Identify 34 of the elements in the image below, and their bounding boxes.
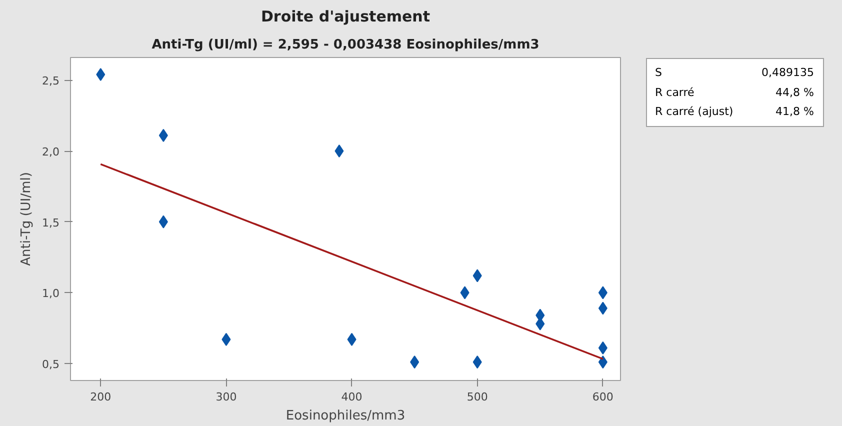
point [598, 286, 608, 300]
x-tick-label: 500 [466, 390, 488, 404]
text: 44,8 % [774, 84, 815, 101]
y-tick-label: 2,5 [42, 74, 60, 88]
chart-subtitle: Anti-Tg (UI/ml) = 2,595 - 0,003438 Eosinophiles/mm3 [152, 38, 540, 52]
point [460, 286, 470, 300]
point [598, 302, 608, 315]
chart-title: Droite d'ajustement [260, 8, 430, 26]
point [472, 356, 482, 369]
y-axis-title: Anti-Tg (UI/ml) [19, 172, 34, 266]
point [222, 332, 231, 346]
x-axis-title: Eosinophiles/mm3 [286, 408, 406, 424]
x-tick-label: 600 [592, 390, 614, 404]
y-tick-label: 1,5 [42, 216, 60, 230]
y-tick-label: 2,0 [42, 146, 60, 158]
point [472, 269, 482, 282]
text: S [655, 65, 663, 81]
point [598, 356, 608, 369]
text: R carré (ajust) [655, 104, 734, 120]
x-tick-label: 400 [341, 390, 362, 404]
text: R carré [655, 84, 696, 101]
text: 41,8 % [774, 104, 815, 120]
point [334, 144, 344, 158]
point [598, 341, 608, 354]
point [158, 128, 168, 142]
y-tick-label: 0,5 [42, 358, 60, 371]
point [410, 356, 420, 369]
y-tick-label: 1,0 [42, 287, 60, 300]
x-tick-label: 300 [216, 390, 237, 404]
point [96, 68, 106, 81]
text: 0,489135 [760, 65, 815, 81]
x-tick-label: 200 [90, 390, 112, 404]
point [158, 215, 168, 228]
point [347, 332, 356, 346]
